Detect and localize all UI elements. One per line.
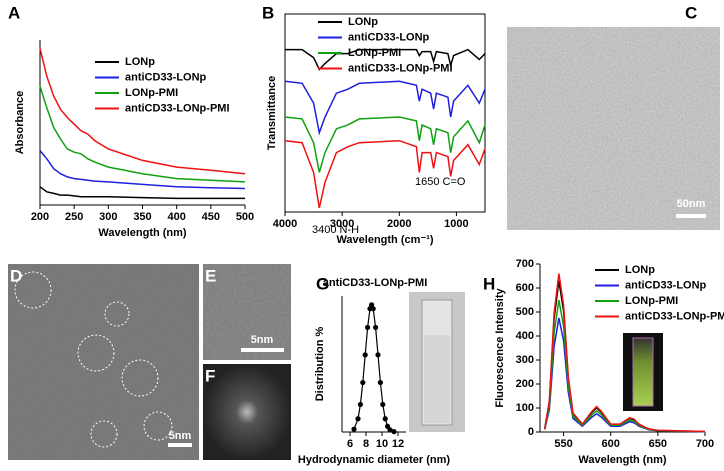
y-tick-label: 500 [516, 306, 534, 318]
y-tick-label: 0 [528, 426, 534, 438]
legend-label: antiCD33-LONp [125, 71, 207, 83]
point [382, 416, 388, 422]
axes-frame [284, 13, 486, 213]
legend-label: LONp-PMI [125, 87, 178, 99]
x-tick-label: 700 [696, 438, 714, 450]
x-tick-label: 3000 [330, 218, 354, 230]
series-line [284, 80, 486, 136]
y-tick-label: 300 [516, 354, 534, 366]
legend-label: antiCD33-LONp-PMI [625, 310, 724, 322]
legend-label: antiCD33-LONp [348, 31, 430, 43]
panel-label: A [8, 3, 20, 22]
point [391, 429, 397, 435]
panel-label: G [316, 274, 329, 293]
series-line [543, 317, 706, 433]
legend-label: LONp-PMI [348, 47, 401, 59]
point [351, 426, 357, 432]
fft-image-f: F [203, 364, 291, 460]
y-axis-label: Distribution % [314, 327, 326, 402]
series-line [284, 116, 486, 173]
annotation: 3400 N-H [312, 224, 359, 236]
x-axis-label: Wavelength (cm⁻¹) [336, 234, 433, 246]
panel-label: B [262, 3, 274, 22]
hrtem-image-d: 5nm D [8, 264, 199, 460]
panel-label: F [205, 366, 215, 385]
x-tick-label: 250 [65, 211, 83, 223]
hrtem-image-e: 5nm E [203, 264, 291, 360]
x-tick-label: 550 [554, 438, 572, 450]
x-tick-label: 350 [133, 211, 151, 223]
legend-label: LONp [625, 264, 655, 276]
point [357, 401, 363, 408]
point [365, 324, 371, 331]
point [362, 352, 368, 358]
x-tick-label: 12 [392, 438, 404, 450]
series-line [39, 150, 246, 190]
x-tick-label: 400 [167, 211, 185, 223]
x-axis-label: Hydrodynamic diameter (nm) [298, 454, 451, 466]
x-tick-label: 650 [649, 438, 667, 450]
point [387, 427, 393, 433]
series-line [543, 273, 706, 433]
x-tick-label: 200 [31, 211, 49, 223]
tem-image-c: 50nm C [507, 3, 720, 230]
legend-label: antiCD33-LONp [625, 279, 707, 291]
annotation: 1650 C=O [415, 176, 466, 188]
y-tick-label: 700 [516, 258, 534, 270]
point [370, 306, 376, 312]
fit-line [353, 303, 395, 433]
x-tick-label: 4000 [273, 218, 297, 230]
series-line [285, 48, 486, 71]
legend-label: antiCD33-LONp-PMI [348, 62, 453, 74]
x-tick-label: 2000 [387, 218, 411, 230]
legend-label: LONp-PMI [625, 295, 678, 307]
scale-bar-label: 50nm [677, 198, 706, 210]
x-axis-label: Wavelength (nm) [98, 227, 187, 239]
point [375, 352, 381, 358]
y-tick-label: 600 [516, 282, 534, 294]
x-tick-label: 10 [376, 438, 388, 450]
series-line [284, 139, 486, 209]
chart-title: antiCD33-LONp-PMI [323, 277, 428, 289]
y-tick-label: 100 [516, 402, 534, 414]
x-tick-label: 500 [236, 211, 254, 223]
panel-label: H [483, 274, 495, 293]
x-tick-label: 8 [363, 438, 369, 450]
panel-label: E [205, 266, 216, 285]
series-line [39, 48, 246, 175]
panel-label: C [685, 3, 697, 22]
y-tick-label: 200 [516, 378, 534, 390]
x-tick-label: 1000 [444, 218, 468, 230]
point [360, 379, 366, 386]
panel-label: D [10, 266, 22, 285]
series-line [543, 299, 706, 433]
y-axis-label: Fluorescence Intensity [494, 288, 506, 408]
y-axis-label: Absorbance [14, 91, 26, 155]
scale-bar-label: 5nm [251, 334, 274, 346]
point [369, 302, 375, 308]
scale-bar-label: 5nm [169, 430, 192, 442]
x-tick-label: 6 [347, 438, 353, 450]
cuvette-photo [409, 292, 465, 432]
series-line [39, 85, 246, 183]
x-axis-label: Wavelength (nm) [578, 454, 667, 466]
point [380, 401, 386, 408]
point [355, 416, 361, 422]
legend-label: LONp [125, 56, 155, 68]
vial-photo [623, 333, 663, 411]
y-axis-label: Transmittance [266, 76, 278, 151]
x-tick-label: 300 [99, 211, 117, 223]
x-tick-label: 450 [202, 211, 220, 223]
legend-label: antiCD33-LONp-PMI [125, 102, 230, 114]
y-tick-label: 400 [516, 330, 534, 342]
series-line [39, 186, 245, 200]
point [377, 379, 383, 386]
x-tick-label: 600 [602, 438, 620, 450]
legend-label: LONp [348, 16, 378, 28]
point [373, 324, 379, 331]
